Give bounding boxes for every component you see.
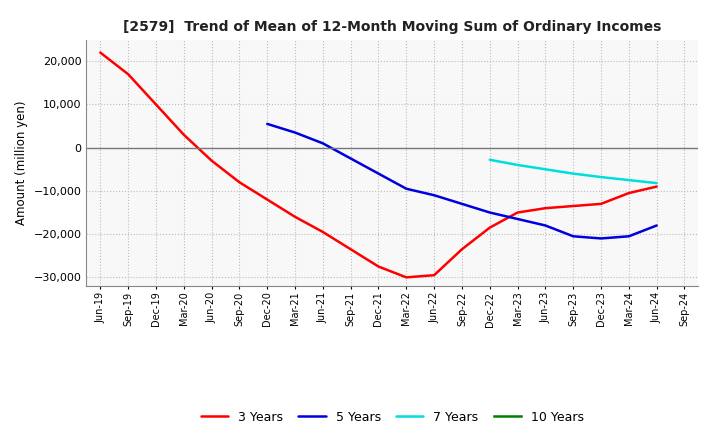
7 Years — [541, 167, 550, 172]
3 Years — [374, 264, 383, 269]
3 Years — [597, 201, 606, 206]
3 Years — [485, 225, 494, 230]
7 Years — [624, 177, 633, 183]
5 Years — [374, 171, 383, 176]
Title: [2579]  Trend of Mean of 12-Month Moving Sum of Ordinary Incomes: [2579] Trend of Mean of 12-Month Moving … — [123, 20, 662, 34]
3 Years — [513, 210, 522, 215]
7 Years — [513, 162, 522, 168]
3 Years — [124, 72, 132, 77]
5 Years — [485, 210, 494, 215]
5 Years — [458, 201, 467, 206]
7 Years — [569, 171, 577, 176]
7 Years — [485, 157, 494, 162]
5 Years — [318, 141, 327, 146]
3 Years — [318, 229, 327, 235]
7 Years — [652, 180, 661, 186]
3 Years — [652, 184, 661, 189]
5 Years — [541, 223, 550, 228]
7 Years — [597, 174, 606, 180]
3 Years — [402, 275, 410, 280]
3 Years — [235, 180, 243, 185]
Y-axis label: Amount (million yen): Amount (million yen) — [15, 101, 28, 225]
3 Years — [624, 191, 633, 196]
Legend: 3 Years, 5 Years, 7 Years, 10 Years: 3 Years, 5 Years, 7 Years, 10 Years — [201, 411, 584, 424]
Line: 5 Years: 5 Years — [267, 124, 657, 238]
3 Years — [346, 246, 355, 252]
3 Years — [152, 102, 161, 107]
3 Years — [430, 272, 438, 278]
5 Years — [513, 216, 522, 222]
5 Years — [402, 186, 410, 191]
3 Years — [291, 214, 300, 220]
3 Years — [96, 50, 104, 55]
3 Years — [541, 205, 550, 211]
5 Years — [430, 193, 438, 198]
5 Years — [652, 223, 661, 228]
3 Years — [179, 132, 188, 137]
3 Years — [458, 246, 467, 252]
5 Years — [346, 156, 355, 161]
Line: 3 Years: 3 Years — [100, 52, 657, 277]
3 Years — [263, 197, 271, 202]
5 Years — [624, 234, 633, 239]
5 Years — [291, 130, 300, 135]
5 Years — [597, 236, 606, 241]
5 Years — [569, 234, 577, 239]
5 Years — [263, 121, 271, 127]
3 Years — [569, 203, 577, 209]
3 Years — [207, 158, 216, 163]
Line: 7 Years: 7 Years — [490, 160, 657, 183]
